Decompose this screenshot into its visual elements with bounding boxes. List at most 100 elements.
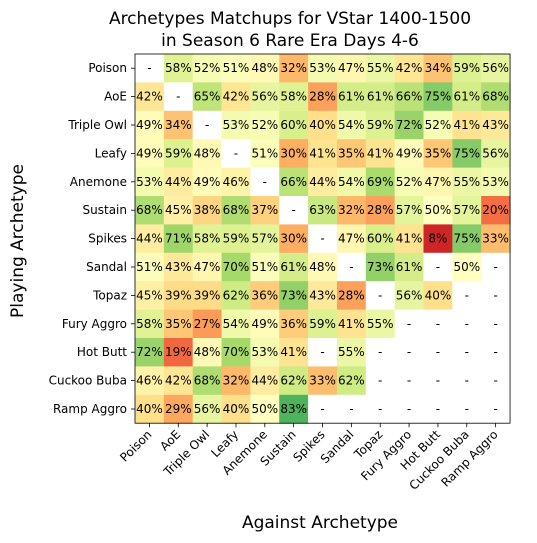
heatmap-cell — [365, 196, 396, 225]
cell-value-label: 72% — [136, 345, 163, 359]
cell-value-label: 68% — [223, 203, 250, 217]
cell-value-label: - — [349, 260, 353, 274]
heatmap-cell — [135, 394, 165, 424]
cell-value-label: 70% — [223, 345, 250, 359]
heatmap-cell — [250, 196, 280, 225]
heatmap-cell — [394, 139, 424, 169]
heatmap-cell — [250, 309, 280, 339]
heatmap-cell — [452, 54, 482, 83]
cell-value-label: 53% — [482, 175, 509, 189]
heatmap-cell — [423, 281, 453, 311]
heatmap-cell — [394, 252, 424, 282]
cell-value-label: 50% — [425, 203, 452, 217]
x-axis-label: Against Archetype — [242, 513, 398, 533]
heatmap-cell — [336, 54, 367, 83]
heatmap-cell — [192, 54, 223, 83]
y-axis-label: Playing Archetype — [8, 164, 28, 318]
cell-value-label: 19% — [165, 345, 192, 359]
cell-value-label: - — [465, 345, 469, 359]
y-tick-label: Leafy — [95, 146, 127, 160]
heatmap-cell — [250, 252, 280, 282]
heatmap-cell — [452, 82, 482, 112]
cell-value-label: 48% — [251, 61, 278, 75]
heatmap-cell — [423, 366, 453, 396]
y-tick-label: Poison — [88, 61, 127, 75]
heatmap-cell — [452, 196, 482, 225]
cell-value-label: 71% — [165, 232, 192, 246]
cell-value-label: 40% — [425, 288, 452, 302]
heatmap-cell — [365, 224, 396, 254]
heatmap-cell — [135, 110, 165, 140]
cell-value-label: - — [205, 118, 209, 132]
cell-value-label: 61% — [453, 90, 480, 104]
cell-value-label: 35% — [165, 317, 192, 331]
cell-value-label: 20% — [482, 203, 509, 217]
heatmap-cell — [221, 309, 251, 339]
cell-value-label: 53% — [251, 345, 278, 359]
heatmap-cell — [192, 110, 223, 140]
heatmap-cell — [365, 139, 396, 169]
heatmap-cell — [279, 167, 309, 197]
cell-value-label: - — [493, 345, 497, 359]
cell-value-label: 40% — [136, 402, 163, 416]
cell-value-label: 56% — [482, 61, 509, 75]
cell-value-label: 8% — [428, 232, 447, 246]
cell-value-label: - — [147, 61, 151, 75]
cell-value-label: 53% — [136, 175, 163, 189]
heatmap-cell — [163, 394, 194, 424]
heatmap-cell — [365, 110, 396, 140]
heatmap-cell — [192, 139, 223, 169]
heatmap-cell — [394, 196, 424, 225]
heatmap-cell — [336, 82, 367, 112]
heatmap-cell — [163, 54, 194, 83]
heatmap-cell — [279, 366, 309, 396]
cell-value-label: - — [407, 402, 411, 416]
cell-value-label: 75% — [425, 90, 452, 104]
heatmap-cell — [192, 309, 223, 339]
cell-value-label: 33% — [482, 232, 509, 246]
heatmap-cell — [452, 309, 482, 339]
cell-value-label: 34% — [165, 118, 192, 132]
heatmap-cell — [481, 139, 511, 169]
cell-value-label: 61% — [338, 90, 365, 104]
cell-value-label: 55% — [367, 317, 394, 331]
heatmap-cell — [135, 366, 165, 396]
cell-value-label: - — [176, 90, 180, 104]
heatmap-cell — [336, 110, 367, 140]
cell-value-label: 60% — [367, 232, 394, 246]
cell-value-label: 39% — [165, 288, 192, 302]
cell-value-label: 47% — [338, 61, 365, 75]
cell-value-label: 50% — [251, 402, 278, 416]
cell-value-label: 47% — [194, 260, 221, 274]
cell-value-label: 36% — [280, 317, 307, 331]
heatmap-cell — [394, 281, 424, 311]
cell-value-label: - — [465, 288, 469, 302]
heatmap-cell — [423, 224, 453, 254]
y-tick-label: Sandal — [86, 260, 127, 274]
cell-value-label: 48% — [194, 345, 221, 359]
cell-value-label: 42% — [223, 90, 250, 104]
heatmap-cell — [365, 252, 396, 282]
cell-value-label: 48% — [309, 260, 336, 274]
y-tick-label: Sustain — [83, 203, 127, 217]
cell-value-label: 34% — [425, 61, 452, 75]
heatmap-cell — [163, 196, 194, 225]
cell-value-label: 49% — [136, 118, 163, 132]
heatmap-cell — [308, 394, 338, 424]
cell-value-label: 44% — [251, 374, 278, 388]
cell-value-label: 41% — [309, 146, 336, 160]
cell-value-label: 58% — [280, 90, 307, 104]
y-tick-label: Cuckoo Buba — [49, 374, 127, 388]
cell-value-label: 45% — [165, 203, 192, 217]
heatmap-cell — [192, 394, 223, 424]
cell-value-label: - — [493, 317, 497, 331]
cell-value-label: 43% — [482, 118, 509, 132]
heatmap-cell — [163, 366, 194, 396]
cell-value-label: 61% — [280, 260, 307, 274]
heatmap-cell — [192, 167, 223, 197]
y-tick-label: AoE — [104, 90, 127, 104]
cell-value-label: 56% — [396, 288, 423, 302]
cell-value-label: 35% — [338, 146, 365, 160]
heatmap-cell — [481, 338, 511, 367]
